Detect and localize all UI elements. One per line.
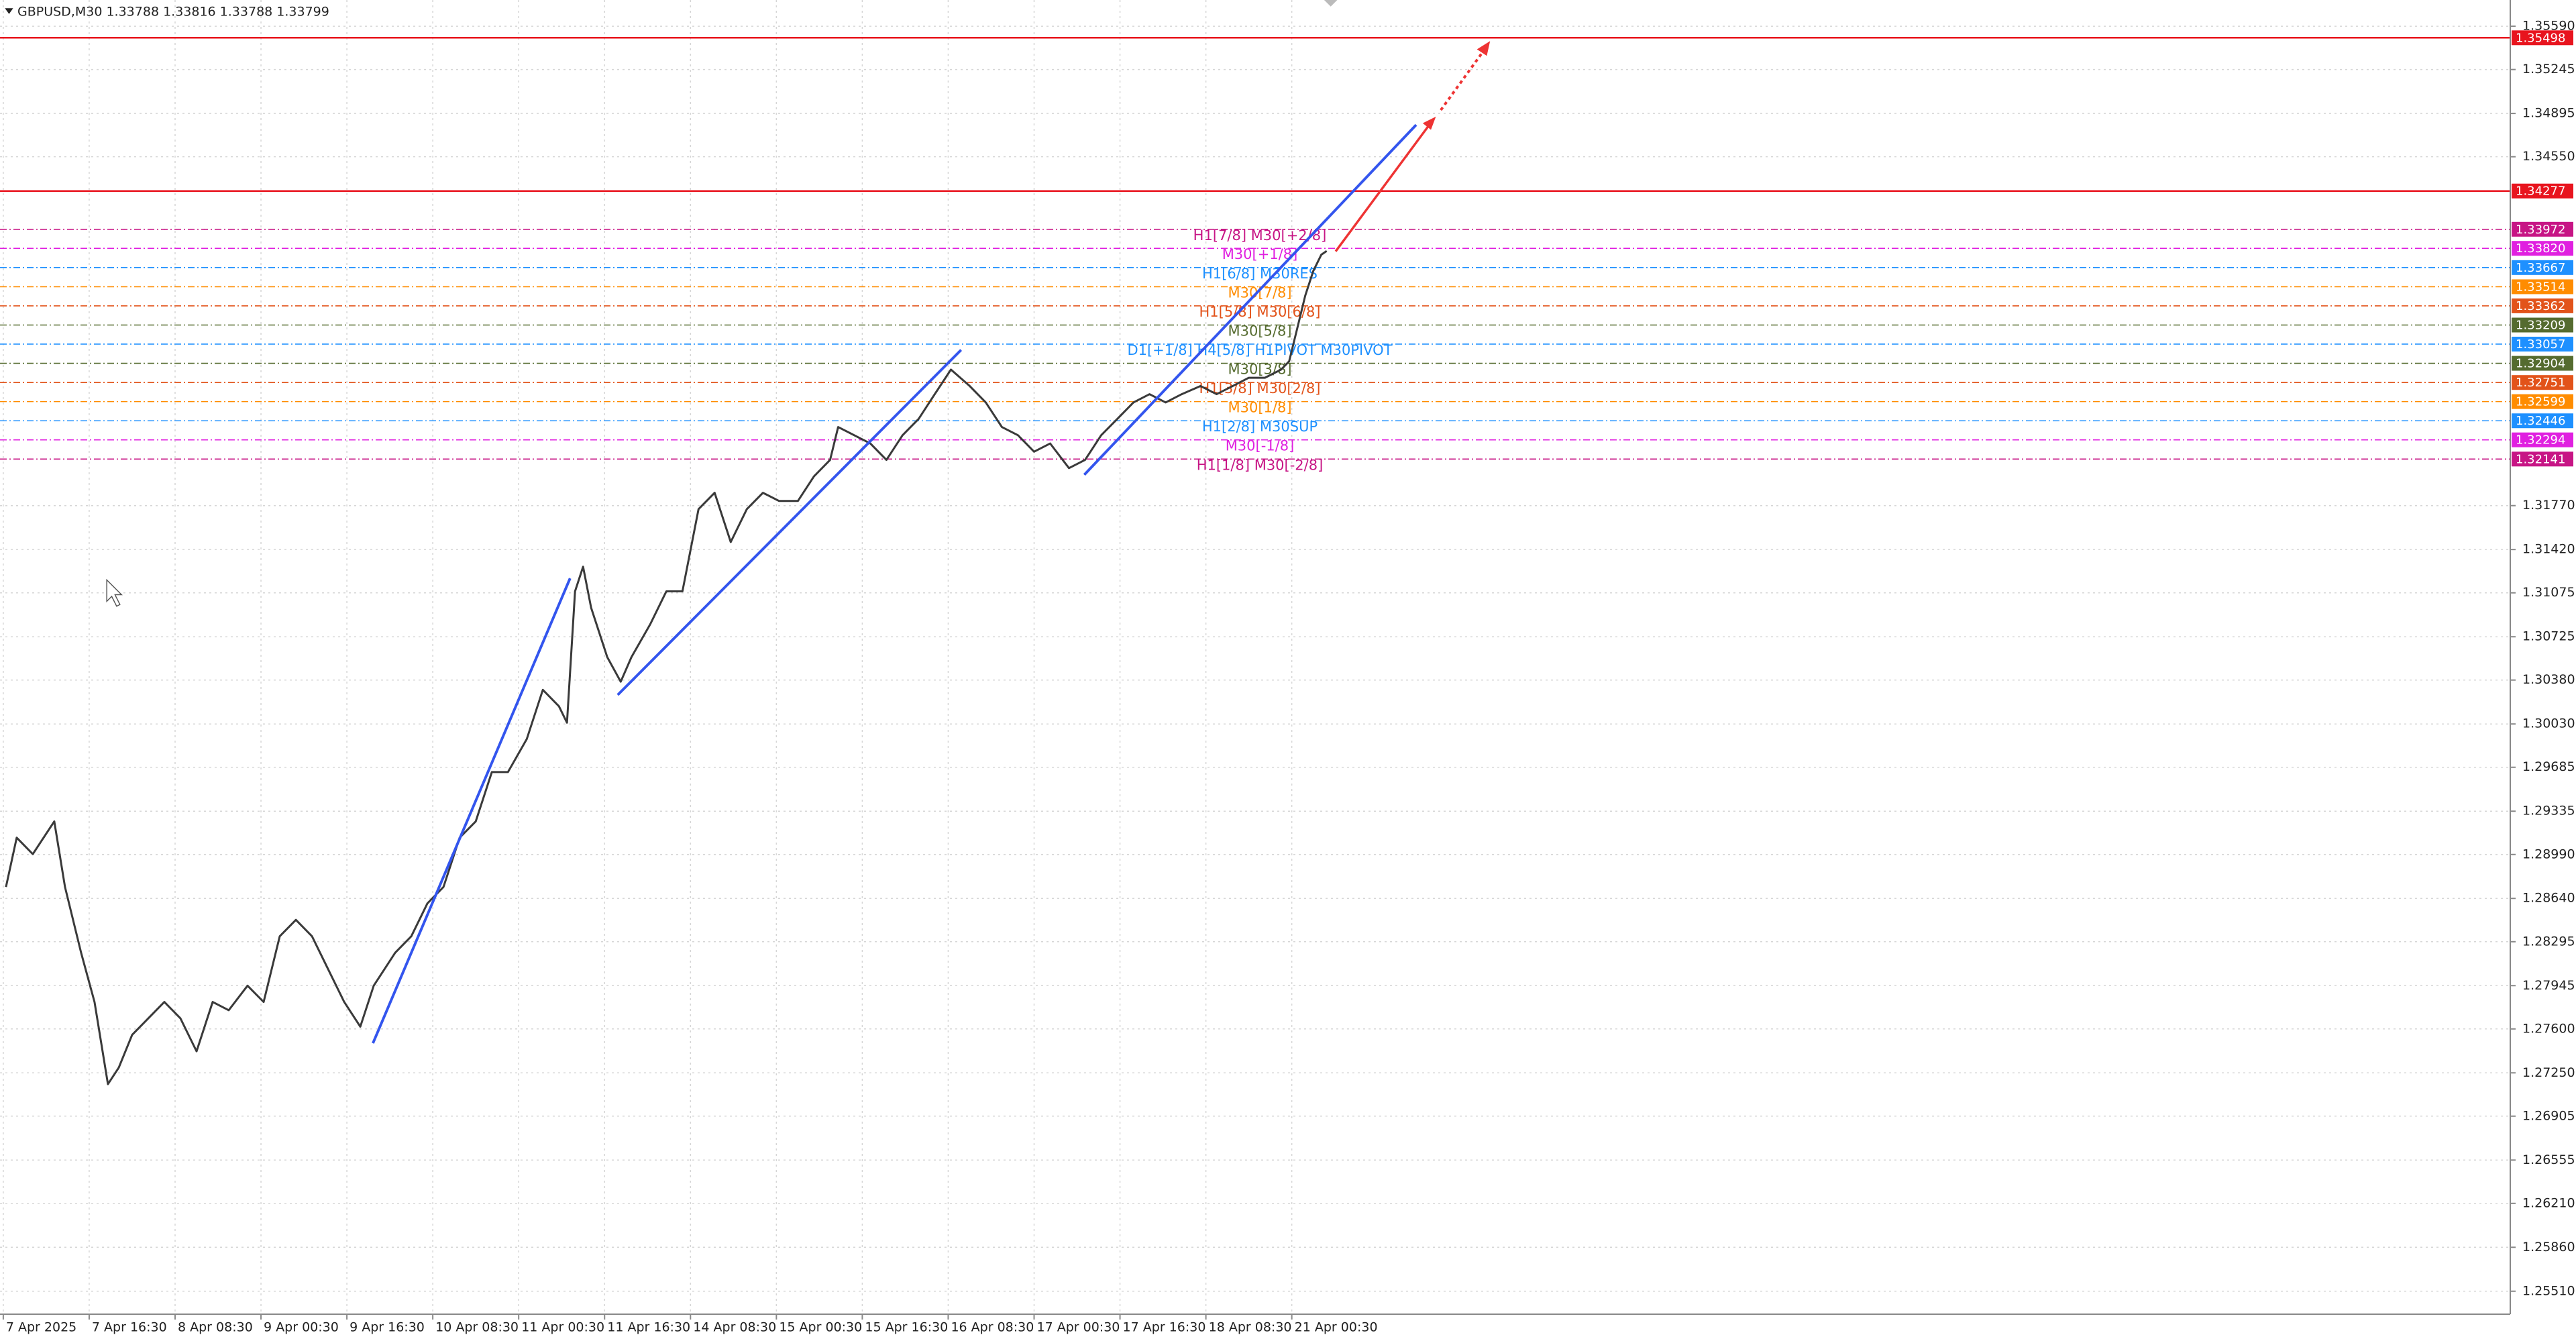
chart-header: GBPUSD,M30 1.33788 1.33816 1.33788 1.337… xyxy=(17,5,329,19)
level-tag xyxy=(2512,183,2573,199)
level-tag xyxy=(2512,279,2573,294)
scroll-marker xyxy=(1324,0,1338,7)
y-tick-label: 1.26210 xyxy=(2522,1195,2575,1210)
level-tag xyxy=(2512,30,2573,46)
x-tick-label: 7 Apr 16:30 xyxy=(92,1320,167,1335)
y-tick-label: 1.35245 xyxy=(2522,62,2575,76)
x-tick-label: 8 Apr 08:30 xyxy=(178,1320,253,1335)
grid xyxy=(0,0,2510,1314)
x-tick-label: 11 Apr 16:30 xyxy=(607,1320,690,1335)
level-annotation: H1[6/8] M30RES xyxy=(1202,266,1318,282)
y-tick-label: 1.29685 xyxy=(2522,759,2575,774)
level-tag xyxy=(2512,298,2573,313)
level-tag xyxy=(2512,432,2573,447)
x-tick-label: 14 Apr 08:30 xyxy=(693,1320,776,1335)
level-tag-label: 1.34277 xyxy=(2516,184,2565,199)
level-tag-label: 1.33514 xyxy=(2516,280,2565,294)
level-annotation: D1[+1/8] H4[5/8] H1PIVOT M30PIVOT xyxy=(1127,342,1392,358)
trend-line xyxy=(372,578,572,1044)
level-tag-label: 1.32446 xyxy=(2516,414,2565,428)
level-tag-label: 1.33057 xyxy=(2516,337,2565,352)
x-tick-label: 18 Apr 08:30 xyxy=(1209,1320,1292,1335)
y-tick-label: 1.25860 xyxy=(2522,1240,2575,1254)
level-tag xyxy=(2512,317,2573,333)
y-tick-label: 1.28295 xyxy=(2522,934,2575,949)
level-annotation: M30[+1/8] xyxy=(1222,246,1298,262)
level-tag-label: 1.35498 xyxy=(2516,31,2565,45)
x-tick-label: 16 Apr 08:30 xyxy=(951,1320,1034,1335)
level-tag-label: 1.32141 xyxy=(2516,452,2565,466)
level-tag xyxy=(2512,356,2573,371)
y-tick-label: 1.31075 xyxy=(2522,585,2575,600)
y-tick-label: 1.30030 xyxy=(2522,716,2575,731)
level-tag xyxy=(2512,241,2573,256)
x-tick-label: 10 Apr 08:30 xyxy=(435,1320,519,1335)
x-tick-label: 7 Apr 2025 xyxy=(6,1320,76,1335)
menu-triangle xyxy=(5,8,13,14)
level-tag-label: 1.33667 xyxy=(2516,261,2565,275)
level-tag-label: 1.32294 xyxy=(2516,433,2565,447)
forecast-arrow xyxy=(1334,124,1431,252)
level-annotation: M30[-1/8] xyxy=(1226,438,1295,454)
price-line xyxy=(5,250,1328,1085)
level-tag xyxy=(2512,413,2573,429)
y-tick-label: 1.25510 xyxy=(2522,1283,2575,1298)
x-tick-label: 17 Apr 00:30 xyxy=(1037,1320,1120,1335)
level-annotation: H1[7/8] M30[+2/8] xyxy=(1193,227,1327,244)
series xyxy=(5,250,1328,1085)
x-tick-label: 21 Apr 00:30 xyxy=(1295,1320,1378,1335)
level-tag-label: 1.32751 xyxy=(2516,376,2565,390)
y-tick-label: 1.29335 xyxy=(2522,804,2575,818)
y-tick-label: 1.27250 xyxy=(2522,1065,2575,1080)
level-annotation: M30[5/8] xyxy=(1228,323,1291,339)
mouse-cursor xyxy=(106,578,123,607)
level-tag xyxy=(2512,375,2573,390)
y-tick-label: 1.31420 xyxy=(2522,542,2575,557)
y-tick-label: 1.31770 xyxy=(2522,498,2575,513)
level-tag-label: 1.33972 xyxy=(2516,223,2565,237)
x-tick-label: 11 Apr 00:30 xyxy=(521,1320,604,1335)
level-tag-label: 1.32904 xyxy=(2516,357,2565,371)
y-tick-label: 1.35590 xyxy=(2522,19,2575,34)
level-tag xyxy=(2512,336,2573,352)
y-tick-label: 1.28990 xyxy=(2522,847,2575,861)
levels: H1[7/8] M30[+2/8] M30[+1/8] H1[6/8] M30RES… xyxy=(0,37,2510,473)
x-tick-label: 9 Apr 00:30 xyxy=(264,1320,339,1335)
drawings xyxy=(5,0,1491,1044)
y-tick-label: 1.30380 xyxy=(2522,672,2575,687)
y-tick-label: 1.28640 xyxy=(2522,891,2575,906)
level-tag-label: 1.32599 xyxy=(2516,395,2565,409)
level-annotation: H1[1/8] M30[-2/8] xyxy=(1197,457,1324,473)
level-tag-label: 1.33362 xyxy=(2516,299,2565,313)
level-tag xyxy=(2512,451,2573,467)
level-annotation: H1[2/8] M30SUP xyxy=(1202,419,1318,435)
level-tag xyxy=(2512,221,2573,237)
x-tick-label: 15 Apr 00:30 xyxy=(779,1320,862,1335)
x-tick-label: 9 Apr 16:30 xyxy=(350,1320,425,1335)
y-tick-label: 1.30725 xyxy=(2522,629,2575,644)
y-tick-label: 1.27600 xyxy=(2522,1021,2575,1036)
axes: 1.35590 1.35245 1.34895 1.34550 1.31770 1.314… xyxy=(2,19,2575,1335)
x-tick-label: 17 Apr 16:30 xyxy=(1123,1320,1206,1335)
trend-line xyxy=(1083,123,1417,476)
level-tag-label: 1.33209 xyxy=(2516,319,2565,333)
x-tick-label: 15 Apr 16:30 xyxy=(865,1320,948,1335)
level-tag xyxy=(2512,394,2573,409)
level-tag-label: 1.33820 xyxy=(2516,242,2565,256)
y-tick-label: 1.34550 xyxy=(2522,149,2575,164)
level-tag xyxy=(2512,260,2573,275)
level-annotation: M30[1/8] xyxy=(1228,400,1291,416)
y-tick-label: 1.26555 xyxy=(2522,1153,2575,1167)
y-tick-label: 1.26905 xyxy=(2522,1108,2575,1123)
y-tick-label: 1.34895 xyxy=(2522,106,2575,121)
arrow-head xyxy=(1422,116,1436,130)
level-annotation: M30[7/8] xyxy=(1228,284,1291,301)
arrow-head xyxy=(1477,41,1491,56)
forecast-arrow-dotted xyxy=(1440,50,1485,111)
y-tick-label: 1.27945 xyxy=(2522,978,2575,993)
trend-line xyxy=(616,349,963,696)
